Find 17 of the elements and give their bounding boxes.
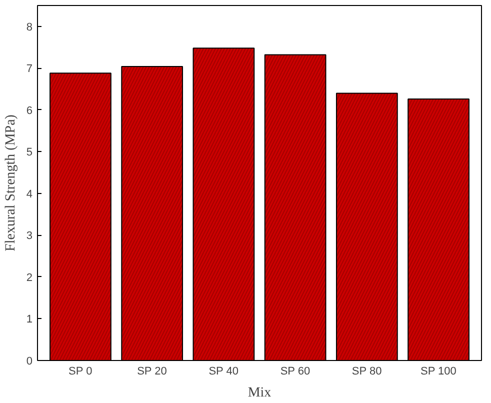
x-tick-label: SP 60 xyxy=(280,366,310,378)
y-tick-label: 0 xyxy=(26,356,33,368)
y-tick-label: 2 xyxy=(26,272,33,284)
y-tick-label: 1 xyxy=(26,314,33,326)
y-axis-title: Flexural Strength (MPa) xyxy=(3,114,18,252)
y-tick-label: 8 xyxy=(26,21,33,34)
y-tick-label: 3 xyxy=(26,230,33,242)
x-tick-label: SP 100 xyxy=(420,366,456,378)
y-tick-label: 4 xyxy=(26,188,33,200)
x-tick-label: SP 40 xyxy=(208,366,238,378)
x-tick-label: SP 80 xyxy=(352,366,382,378)
x-tick-label: SP 0 xyxy=(68,366,92,378)
x-tick-label: SP 20 xyxy=(137,366,167,378)
y-tick-label: 6 xyxy=(26,104,33,117)
y-tick-label: 5 xyxy=(26,146,33,159)
x-axis-title: Mix xyxy=(248,386,272,400)
y-tick-label: 7 xyxy=(26,63,33,76)
